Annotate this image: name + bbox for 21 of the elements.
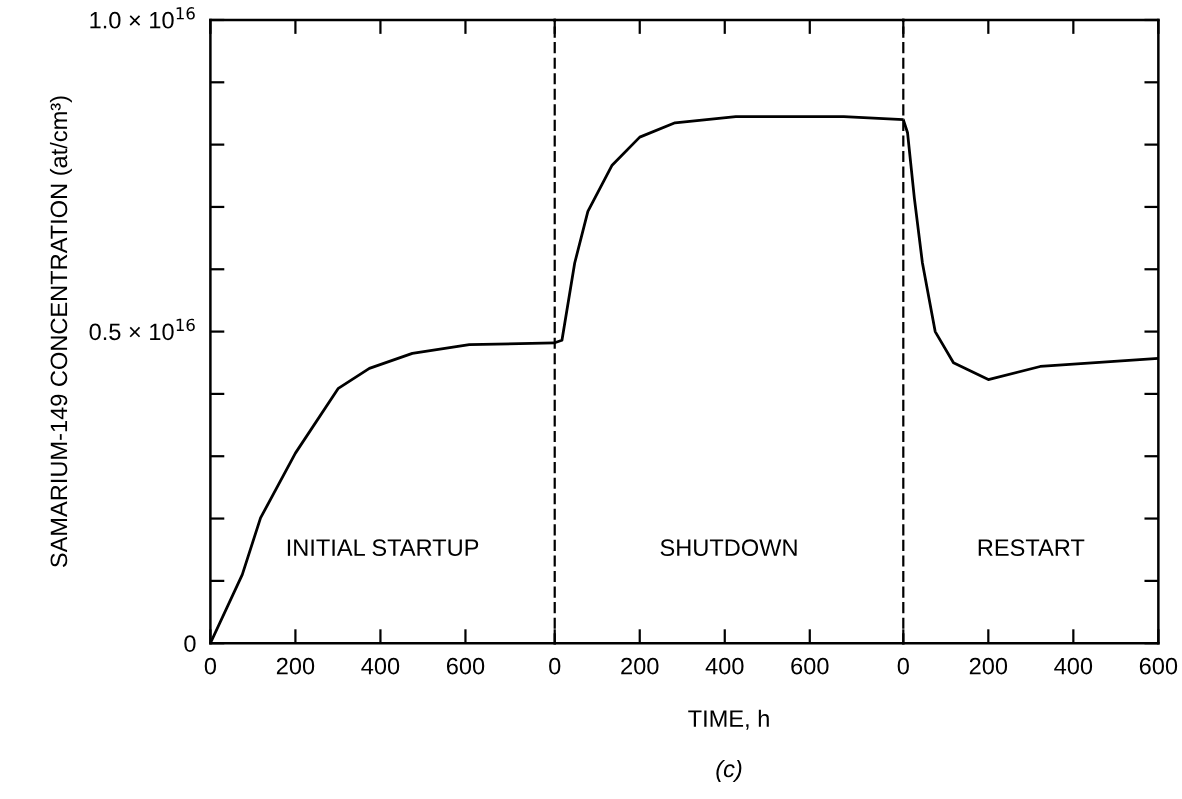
- x-tick-label: 600: [1139, 657, 1178, 675]
- text: (c): [716, 759, 742, 782]
- annotation: INITIAL STARTUP: [287, 539, 479, 557]
- x-axis-title: TIME, h: [688, 709, 769, 730]
- y-tick-label: 0: [184, 635, 196, 652]
- x-tick-label: 200: [621, 657, 659, 675]
- x-tick-label: 600: [791, 657, 829, 675]
- annotation: SHUTDOWN: [660, 539, 797, 557]
- x-tick-label: 0: [897, 657, 909, 675]
- y-axis-title: SAMARIUM-149 CONCENTRATION (at/cm³): [49, 96, 72, 568]
- x-tick-label: 400: [1054, 657, 1093, 675]
- x-tick-label: 0: [204, 657, 217, 675]
- annotation: RESTART: [978, 539, 1085, 557]
- x-tick-label: 400: [361, 657, 400, 675]
- y-tick-label: 0.5 × 10$^{16}$: [89, 318, 195, 341]
- x-tick-label: 400: [705, 657, 744, 675]
- x-tick-label: 200: [276, 657, 315, 675]
- x-tick-label: 600: [446, 657, 485, 675]
- y-tick-label: 1.0 × 10$^{16}$: [90, 7, 195, 29]
- x-tick-label: 0: [549, 657, 561, 675]
- x-tick-label: 200: [969, 657, 1008, 675]
